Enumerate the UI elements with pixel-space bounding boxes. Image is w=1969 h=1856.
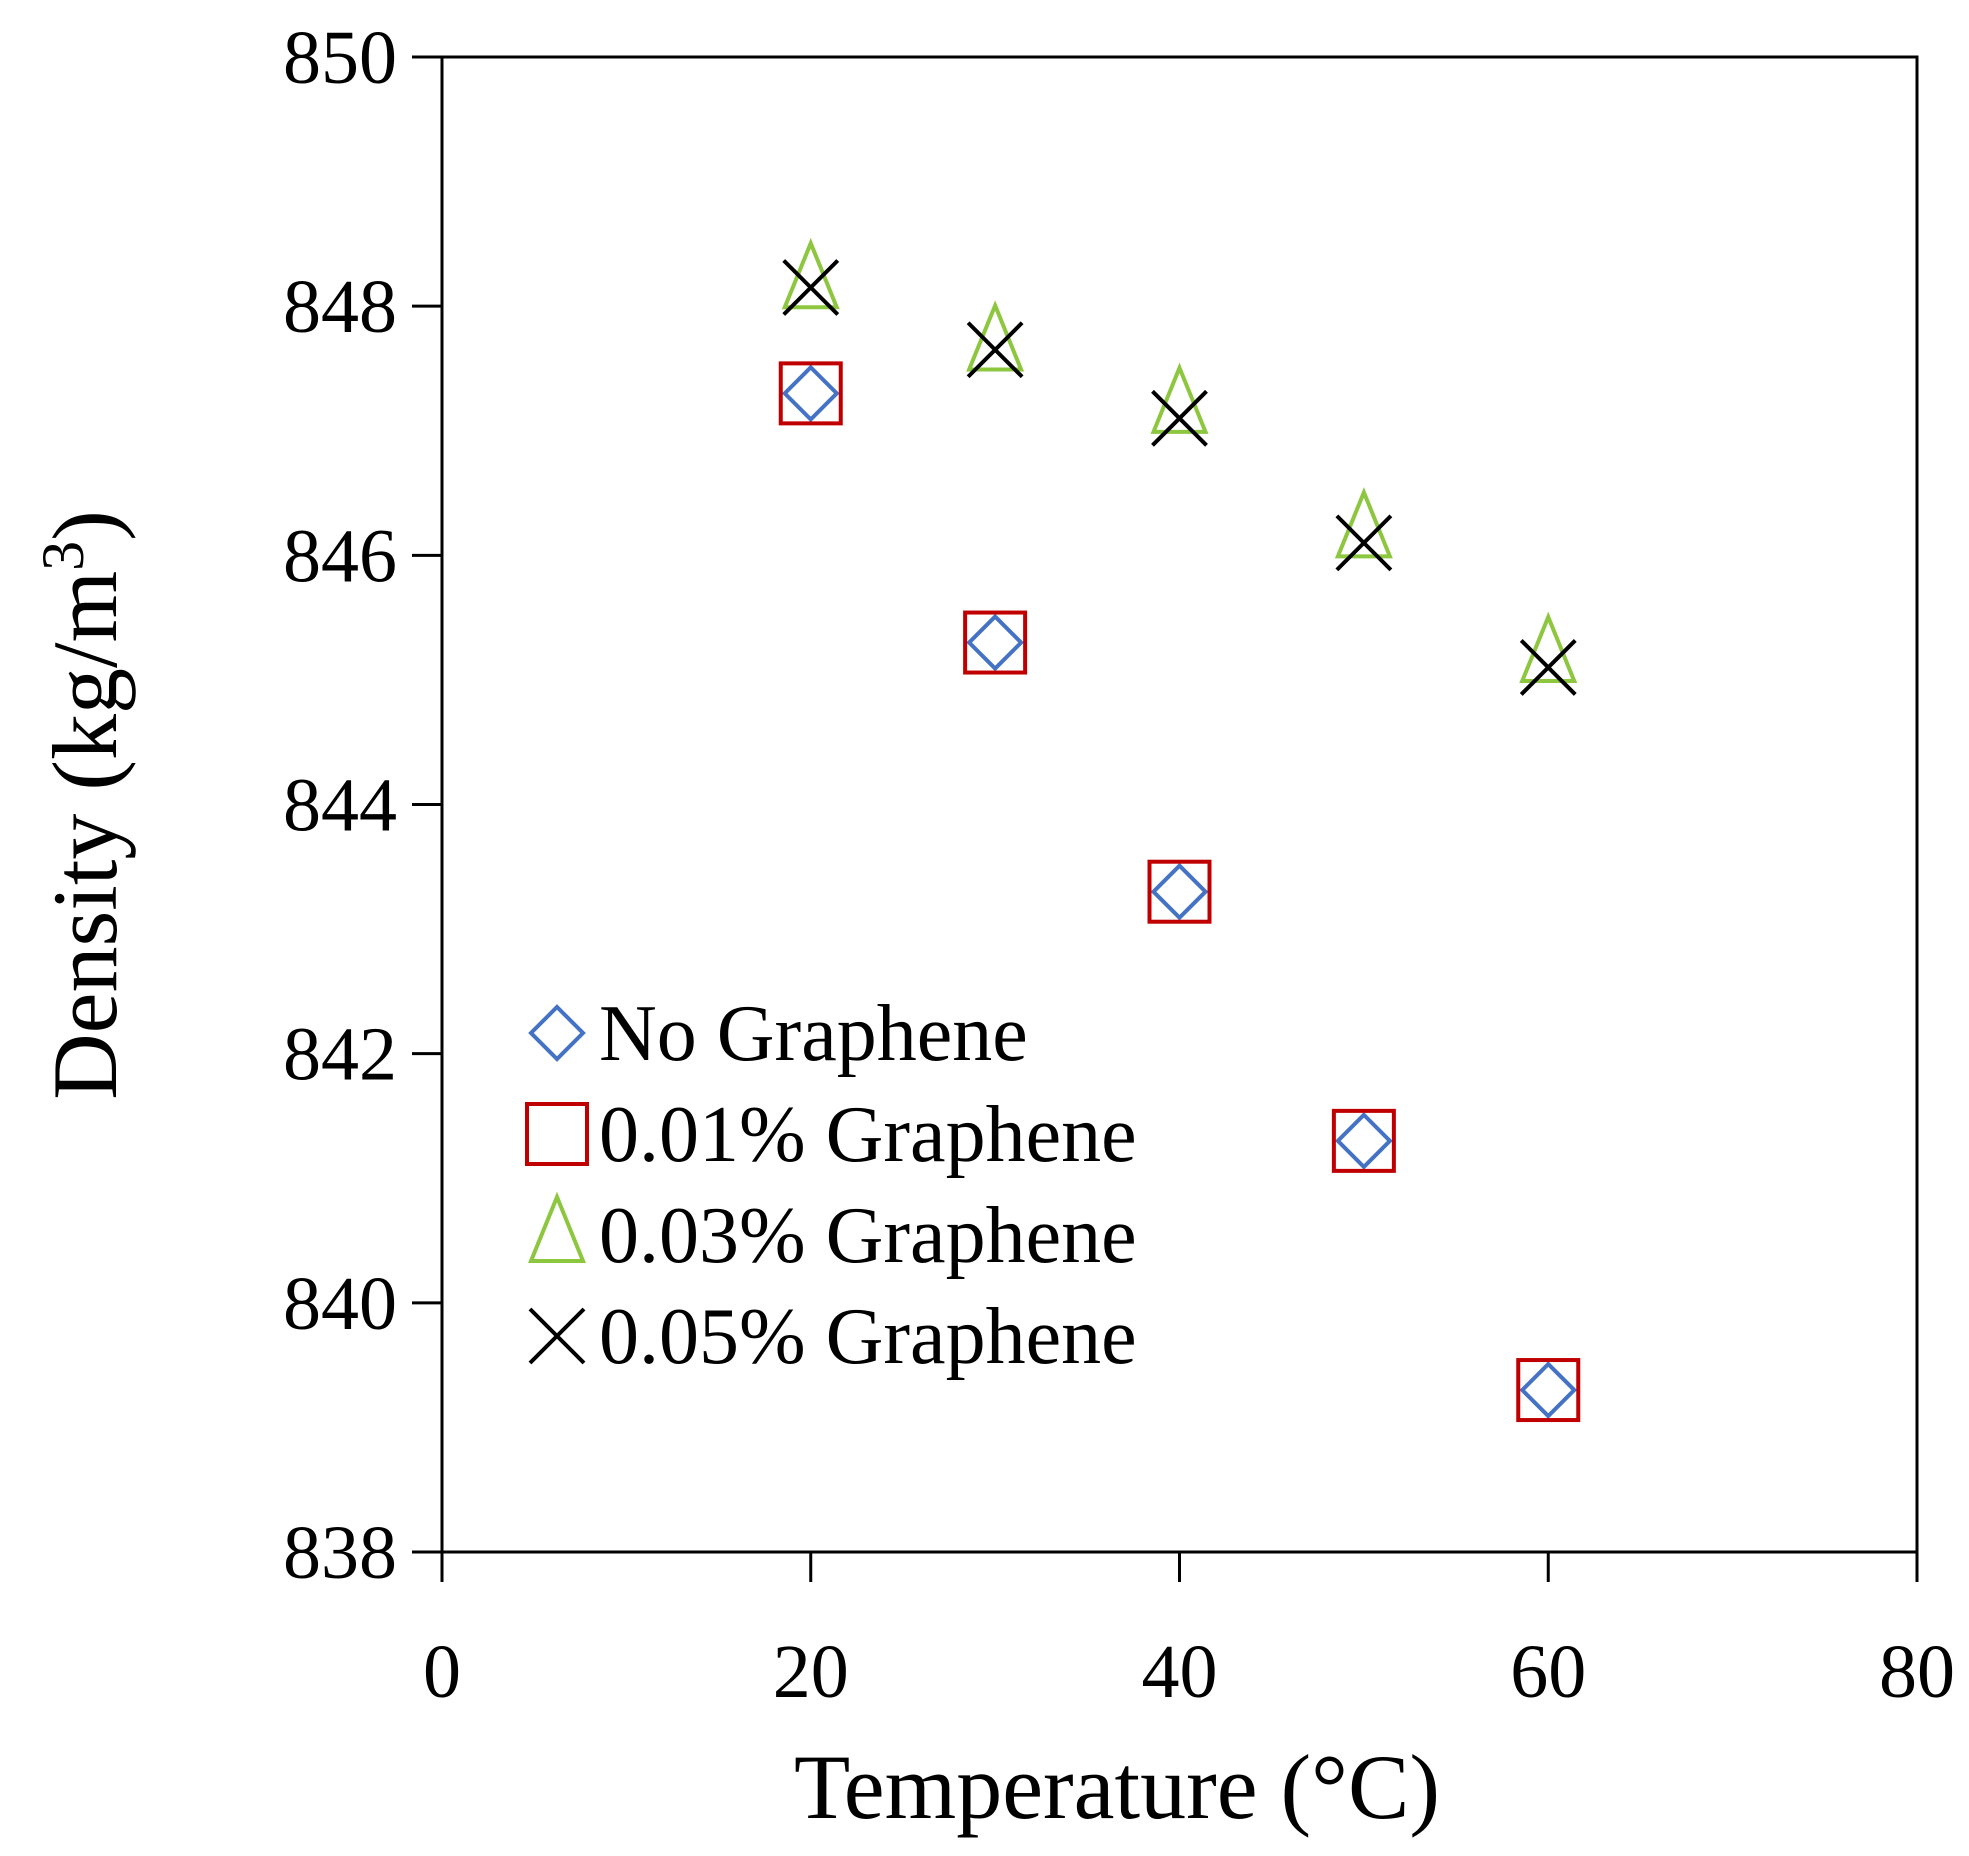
series-3 [782, 259, 1577, 696]
data-point [1147, 859, 1212, 924]
series-0 [781, 364, 1578, 1419]
x-tick-label: 20 [773, 1630, 849, 1714]
data-point [966, 321, 1024, 379]
data-point [1150, 862, 1209, 921]
legend-marker [528, 1307, 586, 1365]
data-point [781, 237, 840, 310]
data-point [1519, 611, 1578, 683]
y-axis-title-prefix: Density (kg/m [34, 571, 136, 1100]
data-point [781, 364, 840, 423]
legend-item: No Graphene [528, 990, 1028, 1078]
y-tick-label: 846 [283, 514, 397, 598]
legend: No Graphene 0.01% Graphene 0.03% Graphene 0… [525, 990, 1137, 1381]
data-point [1519, 639, 1577, 696]
data-point [963, 610, 1028, 675]
legend-marker [525, 1102, 589, 1166]
data-point [1331, 1108, 1396, 1173]
data-point [966, 613, 1024, 672]
data-point [1335, 1112, 1393, 1170]
y-tick-label: 838 [283, 1511, 397, 1595]
y-axis-title: Density (kg/m3) [30, 510, 136, 1100]
legend-marker [528, 1191, 586, 1263]
series-1 [778, 361, 1581, 1423]
y-tick-label: 850 [283, 16, 397, 100]
y-tick-label: 840 [283, 1262, 397, 1346]
x-tick-label: 0 [423, 1630, 461, 1714]
y-tick-label: 842 [283, 1013, 397, 1097]
data-point [1150, 362, 1209, 434]
x-tick-label: 40 [1142, 1630, 1218, 1714]
y-axis-title-suffix: ) [34, 510, 136, 541]
data-points [778, 237, 1581, 1423]
legend-marker [528, 1004, 586, 1062]
x-tick-label: 60 [1510, 1630, 1586, 1714]
legend-item: 0.01% Graphene [525, 1091, 1137, 1179]
y-axis-title-superscript: 3 [30, 541, 96, 571]
data-point [1151, 389, 1208, 447]
legend-item: 0.05% Graphene [528, 1293, 1137, 1381]
legend-item: 0.03% Graphene [528, 1191, 1137, 1280]
y-tick-label: 848 [283, 265, 397, 349]
legend-label: 0.01% Graphene [599, 1091, 1137, 1179]
data-point [1335, 514, 1393, 572]
data-point [1334, 487, 1393, 559]
legend-label: 0.03% Graphene [599, 1192, 1137, 1280]
series-2 [781, 237, 1578, 683]
x-tick-label: 80 [1879, 1630, 1955, 1714]
data-point [1516, 1358, 1581, 1423]
data-point [782, 259, 840, 316]
y-axis: 838 840 842 844 846 848 850 [283, 16, 442, 1595]
data-point [1519, 1361, 1578, 1419]
y-tick-label: 844 [283, 764, 397, 848]
legend-label: 0.05% Graphene [599, 1293, 1137, 1381]
x-axis-title: Temperature (°C) [794, 1736, 1440, 1838]
legend-label: No Graphene [599, 990, 1028, 1078]
x-axis: 0 20 40 60 80 [423, 1552, 1955, 1714]
data-point [966, 300, 1025, 372]
data-point [778, 361, 843, 426]
